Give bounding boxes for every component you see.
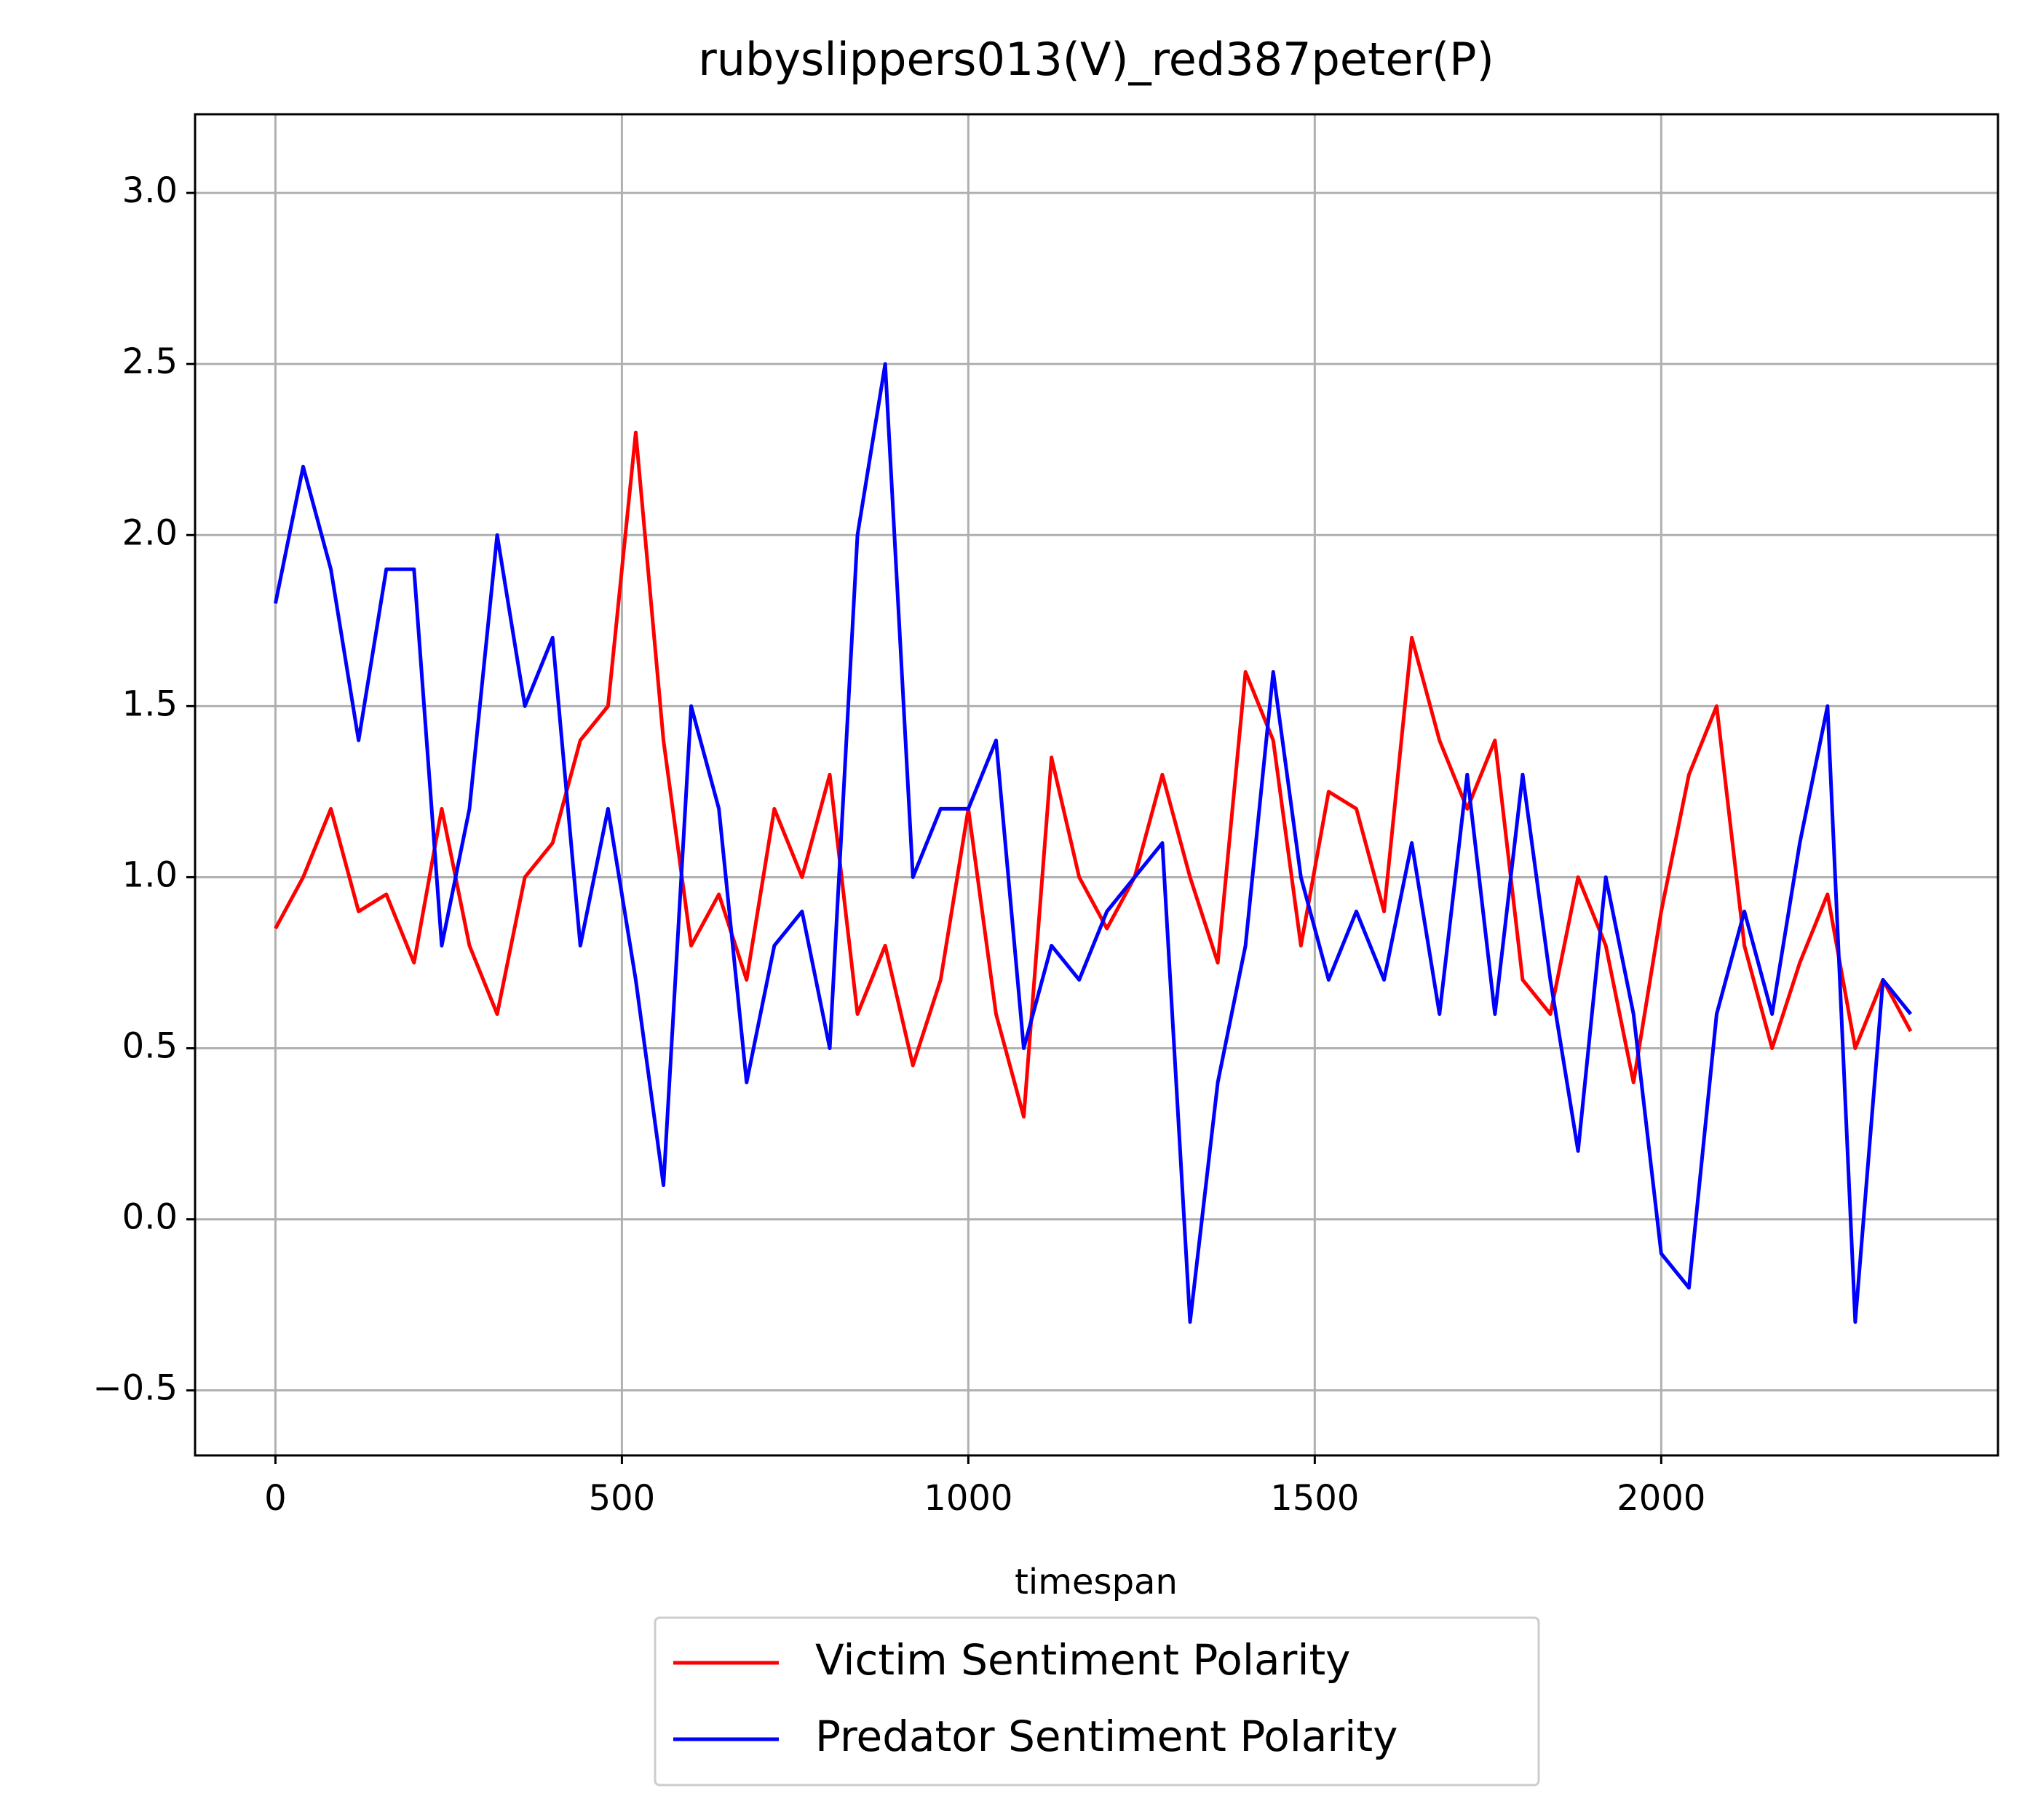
legend-box [654,1616,1540,1787]
legend-label: Victim Sentiment Polarity [815,1635,1351,1685]
line-series [273,362,1912,1324]
y-tick-label: 2.5 [122,341,178,382]
x-tick-label: 500 [589,1478,656,1519]
x-tick-label: 1500 [1270,1478,1359,1519]
x-axis-label: timespan [1015,1562,1178,1602]
legend-label: Predator Sentiment Polarity [815,1712,1397,1761]
y-tick-label: 2.0 [122,512,178,553]
chart-title: rubyslippers013(V)_red387peter(P) [698,33,1494,86]
x-tick-label: 1000 [924,1478,1012,1519]
y-tick-label: −0.5 [92,1368,178,1409]
x-tick-label: 0 [264,1478,287,1519]
y-tick-label: 3.0 [122,170,178,211]
y-tick-label: 0.0 [122,1197,178,1238]
y-tick-label: 1.5 [122,683,178,724]
x-tick-label: 2000 [1617,1478,1705,1519]
plot-frame [194,113,1999,1457]
y-tick-label: 0.5 [122,1026,178,1067]
y-tick-label: 1.0 [122,854,178,895]
